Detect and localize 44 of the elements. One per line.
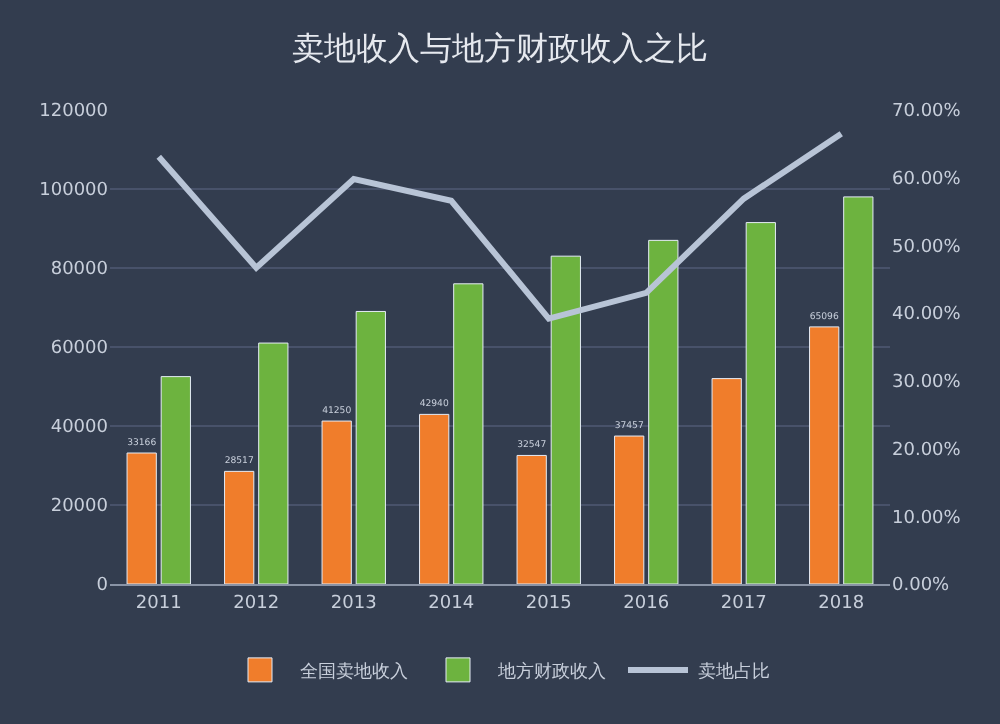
bar — [453, 283, 484, 584]
x-tick-label: 2014 — [428, 593, 475, 614]
legend-label: 全国卖地收入 — [300, 660, 408, 683]
y-tick-label: 0 — [96, 576, 109, 597]
y-tick-label: 20000 — [50, 497, 109, 518]
y2-tick-label: 30.00% — [892, 373, 962, 394]
bar — [711, 378, 742, 584]
x-tick-label: 2016 — [623, 593, 670, 614]
bar — [355, 310, 386, 584]
bar — [648, 239, 679, 584]
y-tick-label: 40000 — [50, 418, 109, 439]
bar — [614, 435, 645, 584]
legend-label: 地方财政收入 — [496, 660, 606, 683]
line-series — [155, 130, 845, 322]
y2-tick-label: 40.00% — [892, 305, 962, 326]
bar — [258, 342, 289, 584]
y-tick-label: 80000 — [50, 260, 109, 281]
x-tick-label: 2017 — [720, 593, 767, 614]
bar — [745, 222, 776, 584]
bar — [843, 196, 874, 584]
y2-tick-label: 60.00% — [892, 170, 962, 191]
legend-label: 卖地占比 — [698, 660, 770, 683]
bar — [516, 454, 547, 584]
bar — [224, 470, 255, 584]
bar — [321, 420, 352, 584]
bar — [419, 413, 450, 584]
x-tick-label: 2013 — [330, 593, 377, 614]
y2-tick-label: 0.00% — [892, 576, 951, 597]
y-tick-label: 60000 — [50, 339, 109, 360]
chart-title: 卖地收入与地方财政收入之比 — [292, 28, 708, 67]
x-tick-label: 2011 — [135, 593, 182, 614]
bar — [809, 326, 840, 584]
y-tick-label: 120000 — [39, 102, 109, 123]
x-tick-label: 2018 — [818, 593, 865, 614]
y2-tick-label: 10.00% — [892, 508, 962, 529]
y2-tick-label: 50.00% — [892, 237, 962, 258]
y2-tick-label: 20.00% — [892, 440, 962, 461]
x-tick-label: 2015 — [525, 593, 572, 614]
y2-tick-label: 70.00% — [892, 102, 962, 123]
bar — [550, 255, 581, 584]
y-tick-label: 100000 — [39, 181, 109, 202]
bar — [160, 376, 191, 584]
bar — [126, 452, 157, 584]
x-tick-label: 2012 — [233, 593, 280, 614]
